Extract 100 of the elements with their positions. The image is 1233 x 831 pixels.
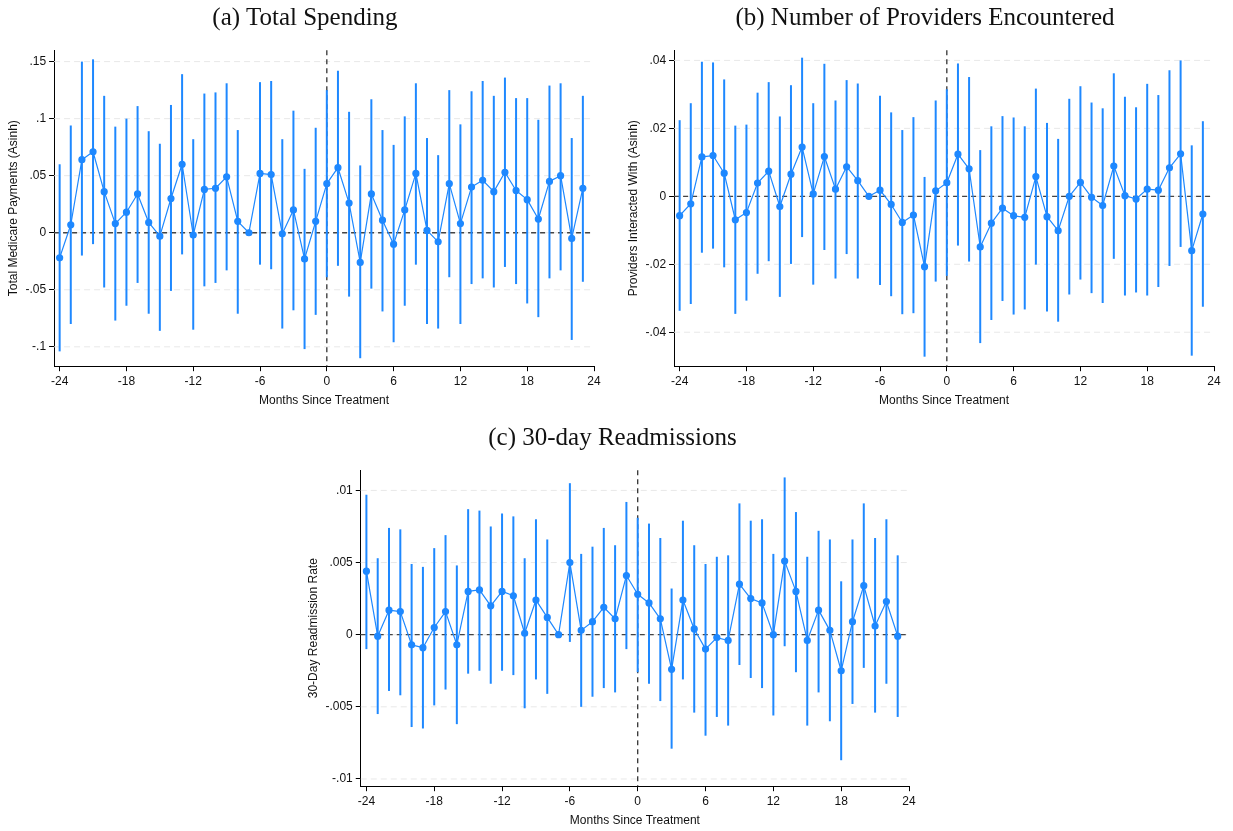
point	[543, 613, 551, 621]
point	[676, 212, 684, 220]
point	[920, 263, 929, 271]
point	[622, 571, 630, 580]
point	[111, 220, 119, 228]
point	[668, 665, 676, 673]
point	[278, 230, 286, 238]
point	[430, 623, 438, 632]
point	[396, 608, 404, 616]
point	[1021, 213, 1029, 221]
point	[501, 168, 509, 176]
y-tick-label: -.005	[325, 699, 354, 714]
x-tick-label: -6	[874, 373, 886, 388]
point	[1154, 186, 1162, 194]
x-tick-label: 24	[1207, 373, 1221, 388]
point	[334, 164, 342, 172]
point	[854, 177, 862, 185]
point	[634, 590, 642, 598]
point	[976, 243, 984, 251]
x-tick-label: 12	[766, 793, 781, 808]
point	[820, 152, 828, 161]
point	[401, 206, 409, 214]
x-tick-label: 6	[702, 793, 710, 808]
point	[1143, 185, 1151, 193]
point	[566, 558, 574, 567]
point	[362, 567, 370, 575]
y-axis-title: Total Medicare Payments (Asinh)	[5, 120, 20, 297]
x-tick-label: -18	[425, 793, 444, 808]
point	[67, 221, 75, 229]
point	[419, 644, 427, 652]
point	[145, 218, 153, 227]
point	[720, 169, 728, 177]
point	[423, 226, 431, 235]
point	[385, 606, 393, 614]
point	[467, 183, 476, 191]
point	[78, 156, 86, 164]
x-tick-label: 12	[453, 373, 468, 388]
point	[611, 615, 619, 623]
point	[645, 599, 653, 607]
point	[814, 606, 823, 614]
point	[709, 151, 717, 160]
point	[345, 199, 353, 207]
point	[245, 229, 253, 237]
point	[1099, 201, 1107, 210]
x-tick-label: -12	[493, 793, 512, 808]
point	[300, 255, 309, 263]
point	[100, 188, 108, 196]
point	[509, 592, 517, 600]
x-tick-label: -12	[184, 373, 203, 388]
point	[860, 582, 868, 590]
point	[312, 217, 320, 225]
point	[787, 170, 795, 178]
point	[223, 173, 231, 181]
point	[753, 179, 762, 187]
point	[545, 177, 554, 185]
point	[987, 219, 995, 227]
point	[479, 176, 487, 184]
point	[848, 618, 857, 626]
point	[954, 150, 962, 158]
y-tick-label: .005	[329, 554, 354, 569]
point	[1132, 195, 1140, 203]
point	[882, 597, 890, 606]
point	[600, 603, 608, 611]
point	[445, 180, 453, 188]
x-axis-title: Months Since Treatment	[879, 393, 1010, 408]
y-tick-label: .15	[29, 53, 47, 68]
point	[441, 608, 450, 616]
point	[765, 167, 773, 175]
point	[498, 587, 506, 596]
point	[1043, 213, 1051, 221]
point	[1199, 210, 1207, 218]
point	[909, 211, 918, 219]
point	[1010, 212, 1018, 220]
point	[267, 170, 275, 179]
x-tick-label: -24	[670, 373, 689, 388]
y-tick-label: 0	[39, 225, 47, 240]
point	[512, 186, 520, 195]
point	[687, 200, 695, 208]
x-tick-label: -6	[254, 373, 266, 388]
x-tick-label: 18	[834, 793, 849, 808]
point	[758, 599, 766, 607]
point	[1065, 192, 1073, 200]
x-tick-label: 18	[520, 373, 535, 388]
point	[1177, 150, 1185, 158]
point	[211, 184, 220, 192]
point	[1188, 247, 1196, 255]
point	[894, 632, 902, 640]
point	[577, 626, 585, 634]
point	[189, 231, 197, 239]
x-tick-label: 24	[902, 793, 916, 808]
y-tick-label: .04	[649, 52, 667, 67]
point	[588, 618, 597, 626]
x-axis-title: Months Since Treatment	[569, 813, 701, 828]
y-tick-label: -.02	[645, 256, 667, 271]
point	[475, 586, 484, 594]
point	[1076, 178, 1085, 186]
point	[809, 190, 817, 198]
point	[374, 632, 382, 640]
x-tick-label: 6	[390, 373, 398, 388]
y-axis-title: 30-Day Readmission Rate	[305, 557, 320, 699]
